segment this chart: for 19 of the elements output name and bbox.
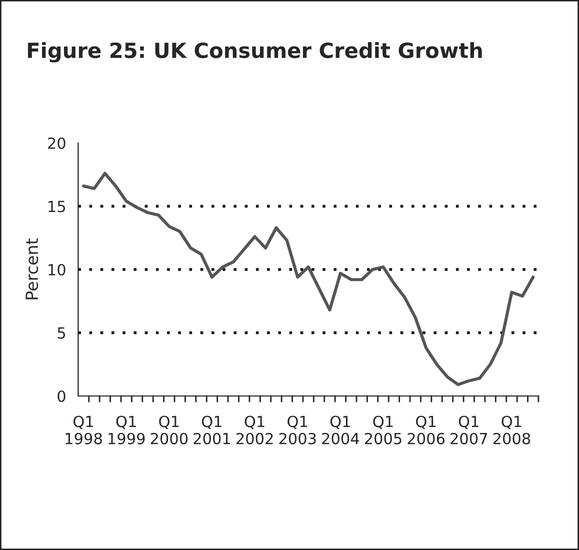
x-tick-label: Q1 2000 [150,416,188,444]
x-tick-label: Q1 2001 [194,416,230,444]
x-tick-label: Q1 2003 [279,416,316,444]
y-axis-title: Percent [26,238,38,300]
x-tick-label: Q1 2007 [450,416,488,444]
y-tick-label: 0 [58,390,66,402]
x-tick-label: Q1 1998 [66,416,102,444]
y-tick-label: 5 [58,327,66,339]
x-tick-label: Q1 1999 [108,416,145,444]
chart-title: Figure 25: UK Consumer Credit Growth [28,42,482,62]
y-tick-label: 15 [48,200,66,212]
x-tick-label: Q1 2006 [408,416,445,444]
x-tick-label: Q1 2008 [493,416,530,444]
x-tick-label: Q1 2005 [364,416,402,444]
x-tick-label: Q1 2004 [322,416,360,444]
line-series [82,172,535,386]
y-tick-label: 10 [48,264,66,276]
x-tick-label: Q1 2002 [236,416,273,444]
y-tick-label: 20 [48,137,66,150]
